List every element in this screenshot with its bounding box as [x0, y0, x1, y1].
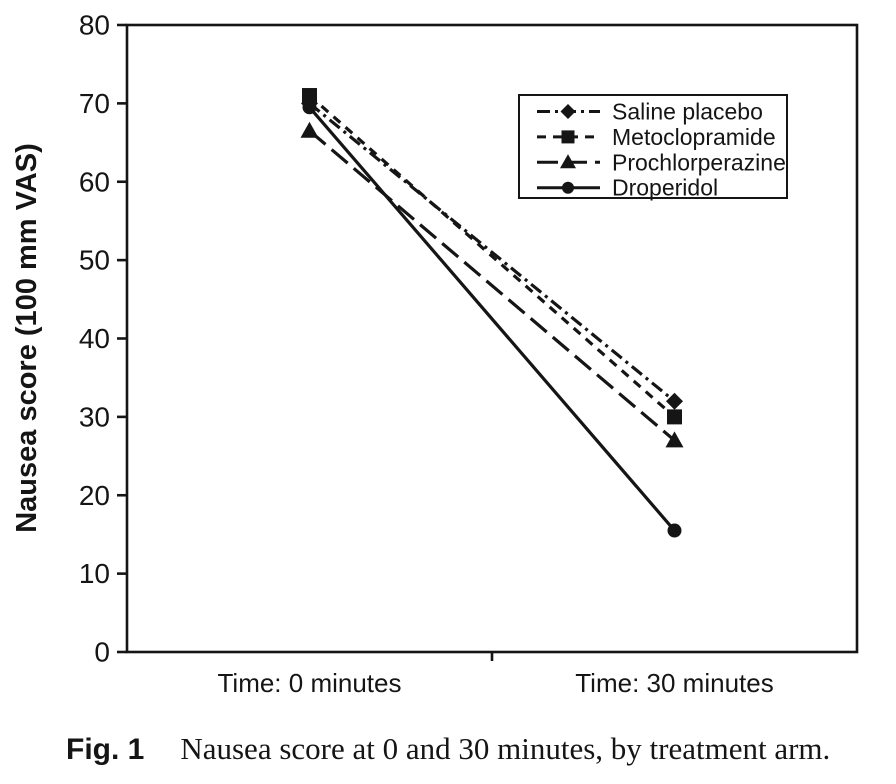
legend-marker-saline-placebo [560, 104, 576, 119]
legend: Saline placeboMetoclopramideProchlorpera… [518, 94, 788, 201]
y-axis-ticks: 0 10 20 30 40 50 60 70 80 [79, 10, 127, 668]
series-marker-droperidol-0 [302, 100, 317, 115]
series-line-saline-placebo [308, 102, 676, 403]
legend-marker-prochlorperazine [560, 154, 576, 169]
series-marker-saline-placebo-1 [666, 392, 683, 410]
figure-caption-text: Nausea score at 0 and 30 minutes, by tre… [180, 731, 831, 766]
legend-label-saline-placebo: Saline placebo [612, 99, 763, 125]
y-tick-label: 10 [79, 558, 110, 589]
x-axis-ticks: Time: 0 minutes Time: 30 minutes [218, 652, 774, 698]
series-line-prochlorperazine [308, 129, 676, 442]
series-marker-prochlorperazine-0 [300, 121, 319, 138]
y-tick-label: 20 [79, 480, 110, 511]
legend-label-prochlorperazine: Prochlorperazine [612, 149, 786, 175]
y-axis-title: Nausea score (100 mm VAS) [11, 143, 43, 533]
y-tick-label: 30 [79, 401, 110, 432]
nausea-score-line-chart: 0 10 20 30 40 50 60 70 80 Time: 0 minutes Time: 3… [11, 10, 859, 698]
series-marker-prochlorperazine-1 [665, 431, 684, 448]
series-line-metoclopramide [308, 94, 676, 419]
x-category-label: Time: 0 minutes [218, 668, 402, 698]
y-tick-label: 40 [79, 323, 110, 354]
series-marker-metoclopramide-1 [667, 409, 682, 425]
y-tick-label: 60 [79, 166, 110, 197]
series-lines [300, 88, 684, 538]
legend-label-droperidol: Droperidol [612, 175, 718, 201]
figure-number-label: Fig. 1 [66, 733, 145, 766]
series-marker-metoclopramide-0 [302, 88, 317, 104]
y-tick-label: 0 [94, 637, 110, 668]
y-tick-label: 70 [79, 88, 110, 119]
legend-marker-metoclopramide [561, 130, 575, 144]
figure-caption: Fig. 1 Nausea score at 0 and 30 minutes,… [66, 731, 830, 767]
legend-marker-droperidol [562, 181, 574, 194]
legend-label-metoclopramide: Metoclopramide [612, 124, 776, 150]
x-category-label: Time: 30 minutes [575, 668, 773, 698]
series-marker-droperidol-1 [667, 523, 682, 538]
y-tick-label: 80 [79, 10, 110, 41]
series-line-droperidol [308, 106, 676, 532]
y-tick-label: 50 [79, 245, 110, 276]
